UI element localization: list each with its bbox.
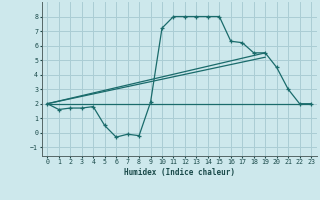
X-axis label: Humidex (Indice chaleur): Humidex (Indice chaleur) xyxy=(124,168,235,177)
